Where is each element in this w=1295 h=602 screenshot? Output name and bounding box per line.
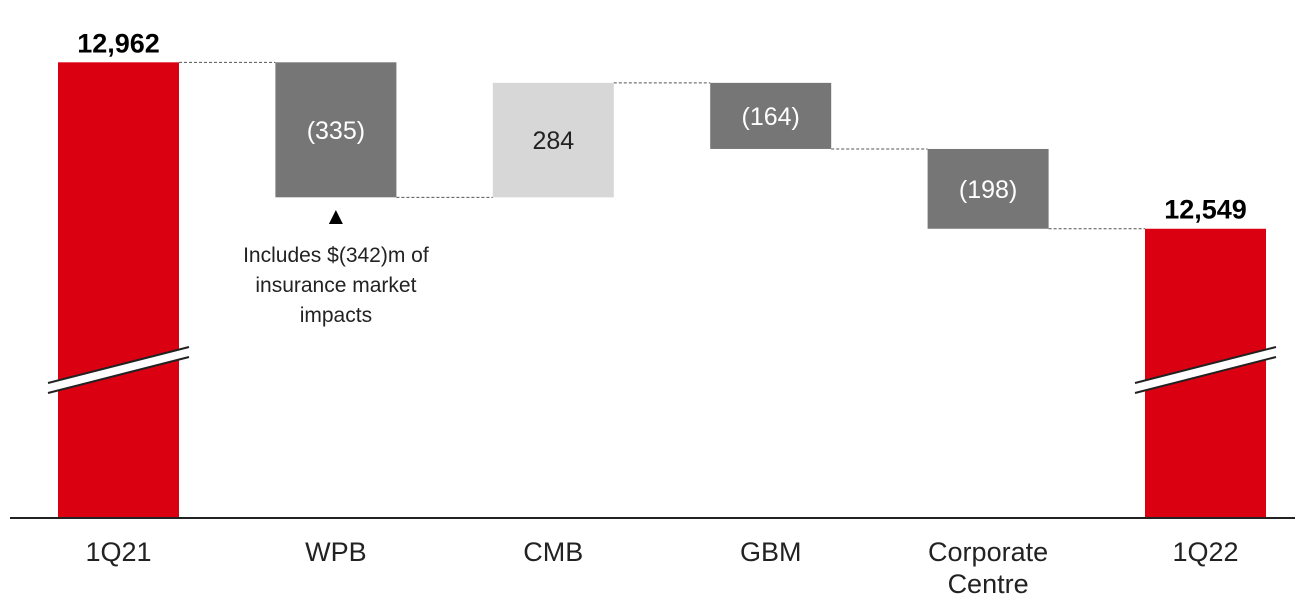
axis-break-gap xyxy=(1135,347,1276,393)
category-label: CMB xyxy=(523,537,583,567)
delta-value-label: 284 xyxy=(532,127,574,155)
annotation-text: Includes $(342)m of insurance market impac… xyxy=(243,244,429,327)
connector-lines xyxy=(179,61,1145,230)
category-label: GBM xyxy=(740,537,802,567)
value-labels: 12,962 (335) 284 (164) (198) 12,549 xyxy=(77,28,1247,224)
category-label: Corporate Centre xyxy=(928,537,1048,599)
axis-break-layer xyxy=(47,346,1277,394)
axis-break-line xyxy=(47,346,190,384)
delta-value-label: (335) xyxy=(307,117,365,145)
axis-break-line xyxy=(47,356,190,394)
total-value-label: 12,549 xyxy=(1164,195,1247,225)
axis-break-line xyxy=(1134,356,1277,394)
delta-value-label: (164) xyxy=(742,103,800,131)
bar-1q21 xyxy=(58,62,179,518)
total-value-label: 12,962 xyxy=(77,28,160,58)
axis-break-gap xyxy=(48,347,189,393)
annotation-marker: ▲ xyxy=(324,203,348,230)
category-label: 1Q21 xyxy=(85,537,151,567)
annotation: ▲ Includes $(342)m of insurance market imp… xyxy=(243,203,429,327)
delta-value-label: (198) xyxy=(959,176,1017,204)
bar-cmb xyxy=(492,82,614,198)
category-labels: 1Q21 WPB CMB GBM Corporate Centre 1Q22 xyxy=(85,537,1238,599)
bar-wpb xyxy=(275,62,397,198)
bars xyxy=(58,62,1266,518)
category-label: WPB xyxy=(305,537,367,567)
bar-corporate-centre xyxy=(927,148,1049,229)
category-label: 1Q22 xyxy=(1172,537,1238,567)
axis-break-line xyxy=(1134,346,1277,384)
bar-gbm xyxy=(710,82,832,149)
